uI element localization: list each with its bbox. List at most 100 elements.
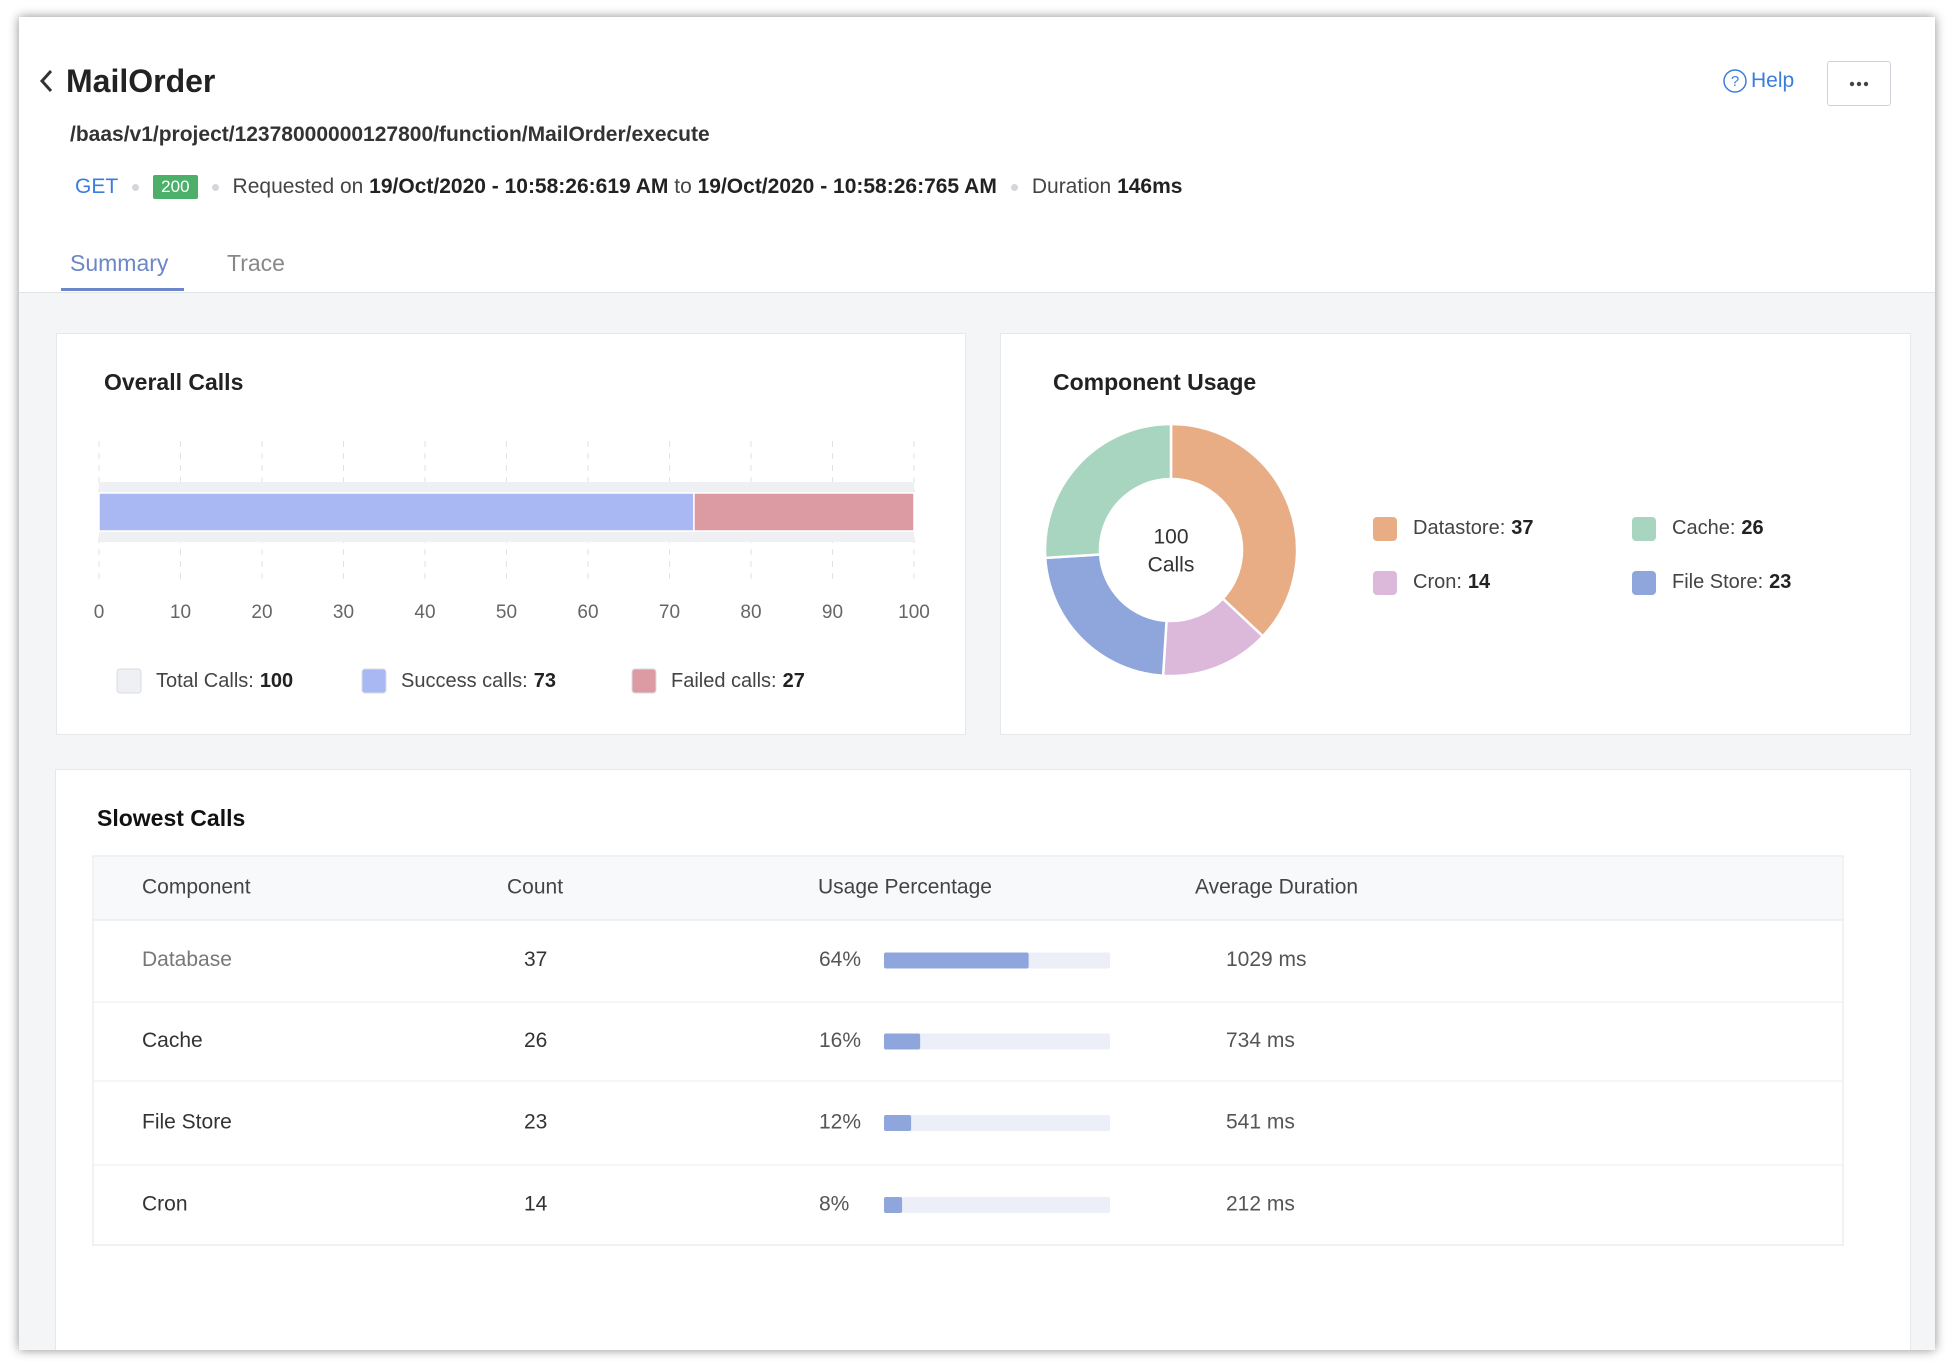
- cell-duration: 541 ms: [1226, 1111, 1295, 1134]
- label: Duration: [1031, 175, 1112, 198]
- separator: [211, 183, 219, 191]
- x-tick-label: 80: [740, 602, 761, 623]
- x-tick-label: 30: [333, 602, 354, 623]
- legend-value: 26: [1741, 517, 1763, 539]
- donut-slice: [1169, 422, 1299, 639]
- legend-name: Failed calls:: [671, 670, 777, 692]
- cell-component: Cron: [142, 1193, 188, 1216]
- tab[interactable]: Trace: [227, 250, 285, 276]
- endpoint-path: /baas/v1/project/12378000000127800/funct…: [70, 123, 710, 146]
- center-label: Calls: [1148, 554, 1195, 577]
- table-frame: [92, 855, 1844, 1246]
- tab-indicator: [61, 288, 184, 291]
- bar-segment: [693, 492, 915, 532]
- x-tick-label: 10: [170, 602, 191, 623]
- legend-name: File Store:: [1672, 571, 1763, 593]
- column-header: Average Duration: [1195, 876, 1358, 899]
- end-time: 19/Oct/2020 - 10:58:26:765 AM: [697, 175, 997, 198]
- label: to: [674, 175, 692, 198]
- legend-name: Success calls:: [401, 670, 528, 692]
- duration-value: 146ms: [1117, 175, 1183, 198]
- legend-label: File Store: 23: [1672, 571, 1791, 593]
- usage-bar: [884, 1033, 921, 1050]
- cell-duration: 734 ms: [1226, 1029, 1295, 1052]
- x-tick-label: 100: [898, 602, 930, 623]
- x-tick-label: 70: [659, 602, 680, 623]
- legend-swatch: [1632, 517, 1656, 541]
- cell-usage-label: 8%: [819, 1193, 849, 1216]
- start-time: 19/Oct/2020 - 10:58:26:619 AM: [369, 175, 669, 198]
- column-header: Count: [507, 876, 563, 899]
- x-tick-label: 40: [414, 602, 435, 623]
- legend-name: Datastore:: [1413, 517, 1505, 539]
- legend-value: 27: [783, 670, 805, 692]
- legend-value: 23: [1769, 571, 1791, 593]
- legend-label: Total Calls: 100: [156, 670, 293, 692]
- bar-segment: [98, 492, 695, 532]
- usage-track: [884, 1033, 1110, 1050]
- legend-swatch: [1373, 571, 1397, 595]
- more-button[interactable]: [1827, 61, 1891, 106]
- cell-component: Database: [142, 948, 232, 971]
- cell-count: 37: [524, 948, 547, 971]
- legend-value: 100: [260, 670, 293, 692]
- legend-swatch: [1373, 517, 1397, 541]
- cell-usage-label: 16%: [819, 1029, 861, 1052]
- legend-label: Cron: 14: [1413, 571, 1491, 593]
- duration: Duration 146ms: [1032, 175, 1183, 199]
- donut-slice: [1043, 553, 1168, 678]
- legend-name: Total Calls:: [156, 670, 254, 692]
- usage-track: [884, 1197, 1110, 1213]
- table-header-bg: [94, 857, 1842, 920]
- usage-bar: [884, 1197, 903, 1213]
- cell-component: File Store: [142, 1111, 232, 1134]
- help-link[interactable]: ? Help: [1722, 68, 1794, 94]
- slowest-calls-card: Slowest Calls Component Count Usage Percent…: [55, 769, 1911, 1350]
- back-button[interactable]: [37, 67, 57, 95]
- legend-name: Cache:: [1672, 517, 1735, 539]
- component-usage-card: Component Usage 100 Calls Datastore: 37 Cron:…: [1000, 333, 1911, 735]
- cell-component: Cache: [142, 1029, 203, 1052]
- usage-bar: [884, 952, 1029, 969]
- table-title: Slowest Calls: [97, 805, 245, 831]
- x-tick-label: 60: [577, 602, 598, 623]
- cell-usage-label: 64%: [819, 948, 861, 971]
- legend-value: 73: [534, 670, 556, 692]
- legend-swatch: [631, 668, 657, 694]
- chart-title: Component Usage: [1053, 369, 1256, 395]
- x-tick-label: 0: [94, 602, 105, 623]
- chart-title: Overall Calls: [104, 369, 243, 395]
- tab[interactable]: Summary: [70, 250, 169, 276]
- separator: [1010, 183, 1018, 191]
- donut-slice: [1043, 422, 1173, 560]
- help-text: Help: [1751, 69, 1795, 92]
- usage-track: [884, 1115, 1110, 1131]
- method: GET: [75, 175, 119, 198]
- legend-swatch: [361, 668, 387, 694]
- overall-calls-card: Overall Calls 0 10 20 30 40 50 60 70 80 90 100 Total…: [56, 333, 966, 735]
- svg-text:?: ?: [1731, 73, 1739, 90]
- legend-label: Failed calls: 27: [671, 670, 805, 692]
- window: MailOrder /baas/v1/project/1237800000012…: [19, 17, 1935, 1350]
- separator: [132, 183, 140, 191]
- legend-swatch: [116, 668, 142, 694]
- component-usage-chart: Component Usage 100 Calls Datastore: 37 Cron:…: [1043, 369, 1791, 678]
- center-value: 100: [1153, 526, 1188, 549]
- header: MailOrder /baas/v1/project/1237800000012…: [19, 17, 1935, 293]
- x-tick-label: 20: [251, 602, 272, 623]
- x-tick-label: 90: [822, 602, 843, 623]
- legend-value: 14: [1468, 571, 1491, 593]
- cell-usage-label: 12%: [819, 1111, 861, 1134]
- legend-label: Success calls: 73: [401, 670, 556, 692]
- label: Requested on: [232, 175, 364, 198]
- legend-swatch: [1632, 571, 1656, 595]
- legend-name: Cron:: [1413, 571, 1462, 593]
- requested-label: Requested on 19/Oct/2020 - 10:58:26:619 …: [233, 175, 997, 199]
- x-tick-label: 50: [496, 602, 517, 623]
- cell-count: 26: [524, 1029, 547, 1052]
- cell-duration: 1029 ms: [1226, 948, 1307, 971]
- page-title: MailOrder: [66, 63, 216, 99]
- status-badge: 200: [153, 175, 198, 199]
